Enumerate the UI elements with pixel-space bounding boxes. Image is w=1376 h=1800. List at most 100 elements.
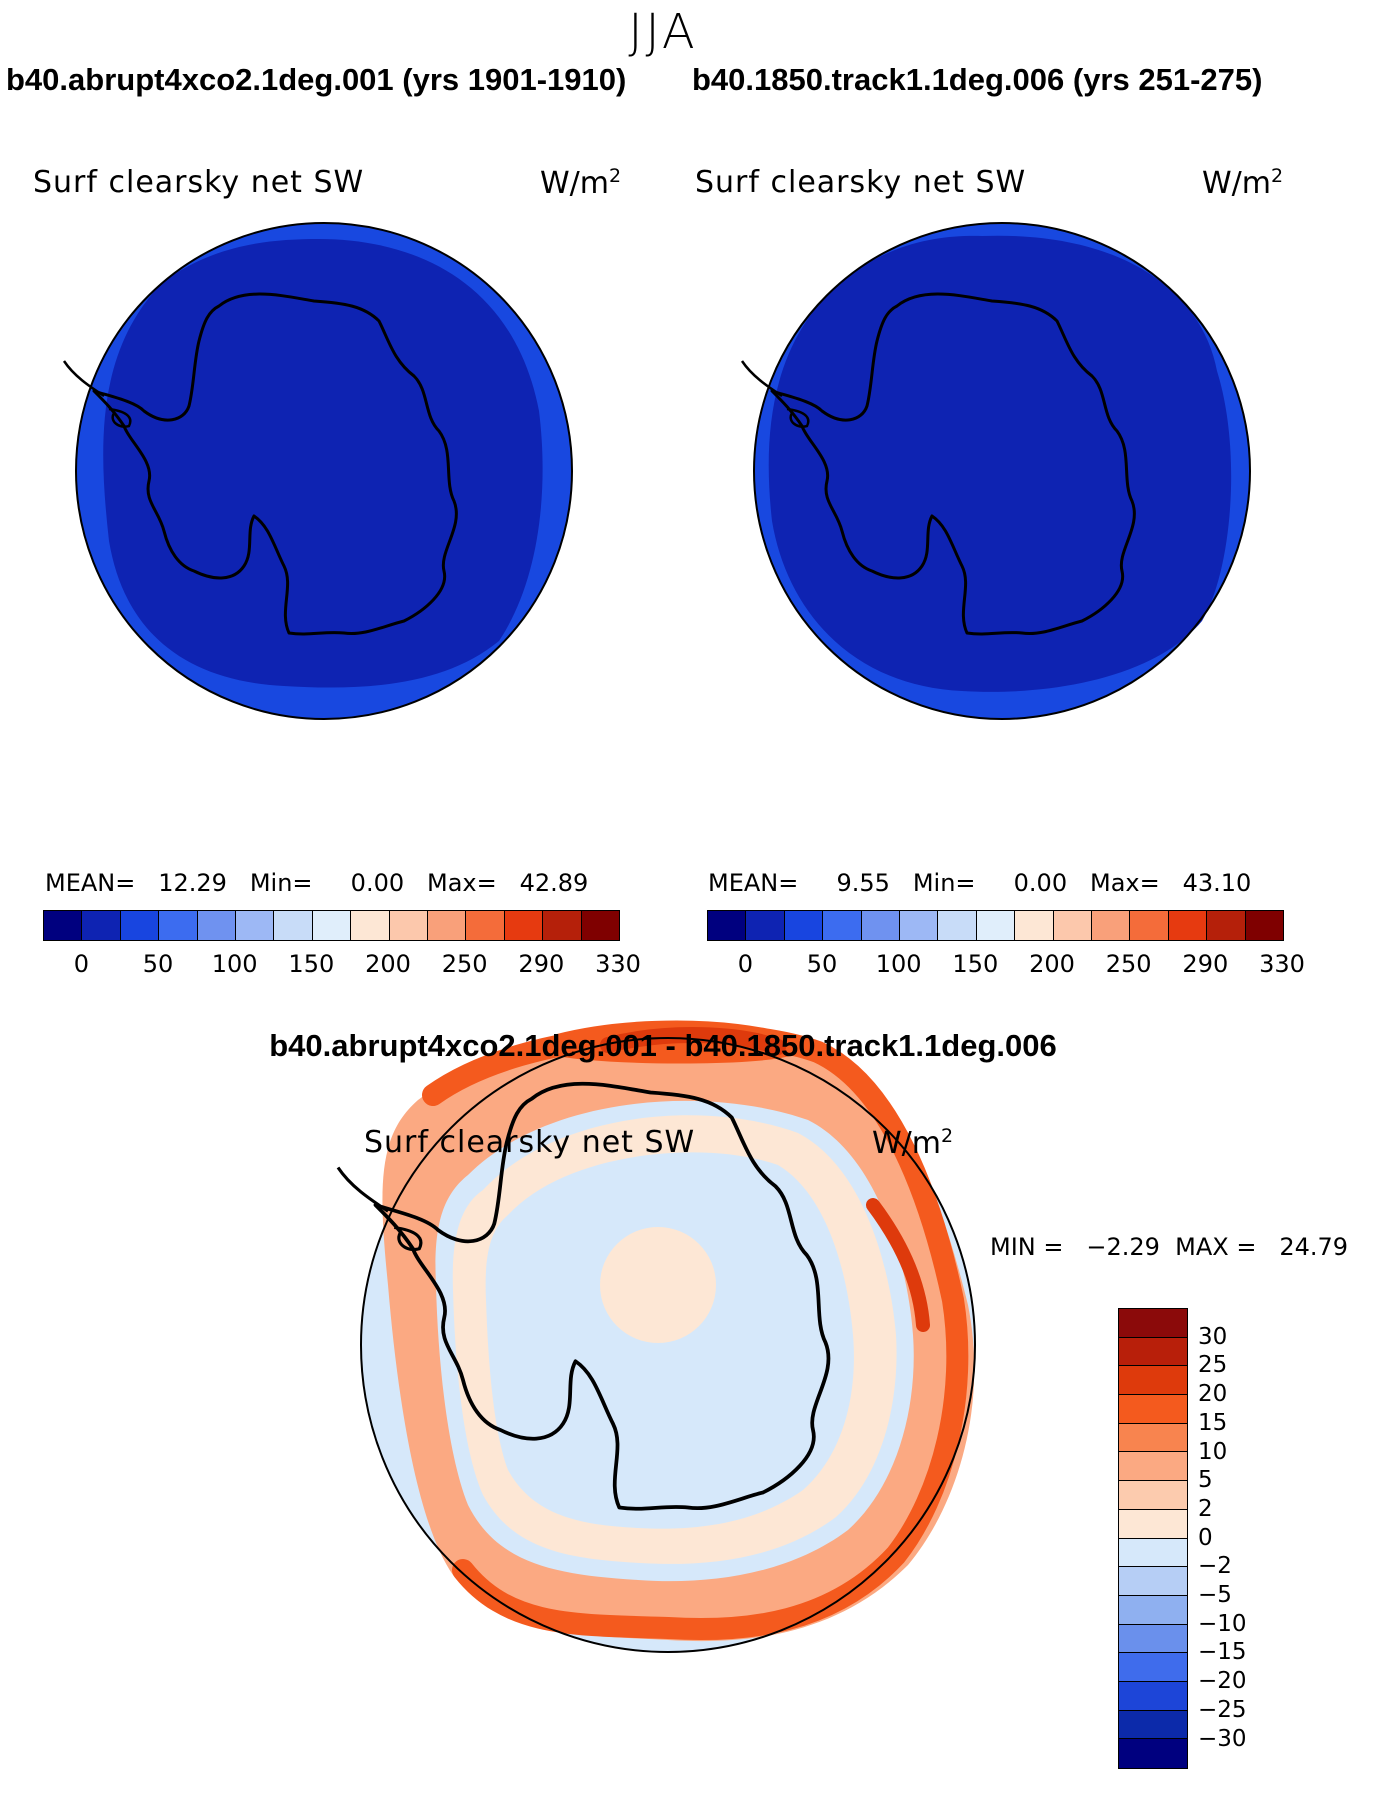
colorbar-swatch: [389, 911, 429, 940]
colorbar-swatch: [82, 911, 121, 940]
colorbar-tick-label: −10: [1198, 1610, 1247, 1637]
colorbar-swatch: [1119, 1595, 1187, 1625]
colorbar-swatch: [504, 911, 544, 940]
colorbar-swatch: [274, 911, 313, 940]
colorbar-swatch: [1119, 1567, 1187, 1596]
colorbar-tick-label: 2: [1198, 1495, 1213, 1522]
colorbar-tick-label: 290: [1182, 950, 1229, 978]
left-panel-variable-label: Surf clearsky net SW: [33, 165, 365, 200]
colorbar-tick-label: 10: [1198, 1438, 1228, 1465]
colorbar-swatch: [1119, 1366, 1187, 1396]
difference-units: W/m2: [872, 1125, 954, 1161]
colorbar-swatch: [236, 911, 275, 940]
right-colorbar-ticks: 0 50 100 150 200 250 290 330: [707, 950, 1305, 980]
colorbar-swatch: [197, 911, 237, 940]
colorbar-tick-label: 100: [211, 950, 258, 978]
colorbar-swatch: [900, 911, 939, 940]
left-panel-units: W/m2: [540, 165, 622, 201]
left-panel-stats: MEAN= 12.29 Min= 0.00 Max= 42.89: [45, 869, 589, 897]
colorbar-swatch: [120, 911, 160, 940]
colorbar-tick-label: 5: [1198, 1467, 1213, 1494]
colorbar-tick-label: 250: [1105, 950, 1152, 978]
colorbar-tick-label: −30: [1198, 1725, 1247, 1752]
colorbar-swatch: [746, 911, 785, 940]
colorbar-tick-label: 15: [1198, 1409, 1228, 1436]
right-colorbar: [707, 910, 1284, 941]
colorbar-swatch: [159, 911, 198, 940]
colorbar-tick-label: −5: [1198, 1582, 1232, 1608]
colorbar-swatch: [466, 911, 505, 940]
colorbar-swatch: [1119, 1481, 1187, 1510]
left-colorbar: [43, 910, 620, 941]
colorbar-tick-label: 30: [1198, 1323, 1228, 1350]
colorbar-swatch: [312, 911, 352, 940]
colorbar-tick-label: 150: [288, 950, 335, 978]
colorbar-swatch: [351, 911, 390, 940]
colorbar-tick-label: 100: [875, 950, 922, 978]
colorbar-tick-label: 330: [1259, 950, 1305, 978]
left-polar-map: [62, 222, 573, 720]
colorbar-tick-label: 0: [73, 950, 89, 978]
colorbar-swatch: [784, 911, 824, 940]
colorbar-swatch: [823, 911, 862, 940]
colorbar-tick-label: 200: [365, 950, 411, 978]
colorbar-swatch: [938, 911, 977, 940]
diff-central-disk: [600, 1227, 716, 1343]
colorbar-tick-label: 200: [1029, 950, 1075, 978]
left-map-border: [75, 222, 573, 720]
colorbar-swatch: [861, 911, 901, 940]
colorbar-swatch: [1119, 1710, 1187, 1740]
colorbar-swatch: [1119, 1337, 1187, 1367]
colorbar-tick-label: −20: [1198, 1668, 1247, 1695]
left-colorbar-ticks: 0 50 100 150 200 250 290 330: [43, 950, 641, 980]
colorbar-swatch: [1119, 1681, 1187, 1711]
colorbar-tick-label: 50: [142, 950, 174, 978]
colorbar-tick-label: 150: [952, 950, 999, 978]
colorbar-swatch: [976, 911, 1016, 940]
colorbar-swatch: [1168, 911, 1208, 940]
colorbar-tick-label: 25: [1198, 1352, 1228, 1379]
colorbar-tick-label: 0: [1198, 1524, 1213, 1551]
difference-polar-map: [336, 1020, 976, 1653]
right-panel-stats: MEAN= 9.55 Min= 0.00 Max= 43.10: [708, 869, 1252, 897]
season-title: JJA: [628, 4, 698, 60]
right-polar-map: [740, 222, 1251, 720]
colorbar-swatch: [44, 911, 83, 940]
colorbar-swatch: [1053, 911, 1093, 940]
colorbar-swatch: [708, 911, 747, 940]
colorbar-swatch: [1119, 1538, 1187, 1568]
colorbar-swatch: [1119, 1395, 1187, 1424]
colorbar-swatch: [1119, 1452, 1187, 1482]
left-map-interior: [103, 239, 543, 688]
difference-colorbar-ticks: 30 25 20 15 10 5 2 0 −2 −5 −10 −15 −20 −25 −30: [1198, 1308, 1298, 1770]
colorbar-tick-label: −15: [1198, 1639, 1247, 1666]
diff-map-border: [360, 1037, 976, 1653]
colorbar-tick-label: 0: [737, 950, 753, 978]
colorbar-tick-label: −2: [1198, 1553, 1232, 1580]
colorbar-tick-label: 290: [518, 950, 565, 978]
right-panel-units: W/m2: [1202, 165, 1284, 201]
colorbar-swatch: [1119, 1653, 1187, 1682]
right-panel-case-title: b40.1850.track1.1deg.006 (yrs 251-275): [692, 62, 1263, 97]
colorbar-swatch: [428, 911, 467, 940]
colorbar-swatch: [1245, 911, 1284, 940]
colorbar-swatch: [1130, 911, 1169, 940]
colorbar-tick-label: 250: [441, 950, 488, 978]
colorbar-tick-label: 50: [806, 950, 838, 978]
left-panel-case-title: b40.abrupt4xco2.1deg.001 (yrs 1901-1910): [6, 62, 627, 97]
colorbar-swatch: [543, 911, 582, 940]
colorbar-tick-label: 20: [1198, 1381, 1228, 1408]
colorbar-swatch: [1119, 1509, 1187, 1539]
colorbar-swatch: [1092, 911, 1131, 940]
difference-variable-label: Surf clearsky net SW: [364, 1125, 696, 1160]
right-panel-variable-label: Surf clearsky net SW: [695, 165, 1027, 200]
colorbar-swatch: [1015, 911, 1054, 940]
colorbar-swatch: [581, 911, 620, 940]
difference-title: b40.abrupt4xco2.1deg.001 - b40.1850.trac…: [269, 1028, 1057, 1063]
right-map-interior: [768, 235, 1232, 692]
colorbar-swatch: [1207, 911, 1246, 940]
colorbar-tick-label: 330: [595, 950, 641, 978]
colorbar-tick-label: −25: [1198, 1696, 1247, 1723]
colorbar-swatch: [1119, 1624, 1187, 1654]
